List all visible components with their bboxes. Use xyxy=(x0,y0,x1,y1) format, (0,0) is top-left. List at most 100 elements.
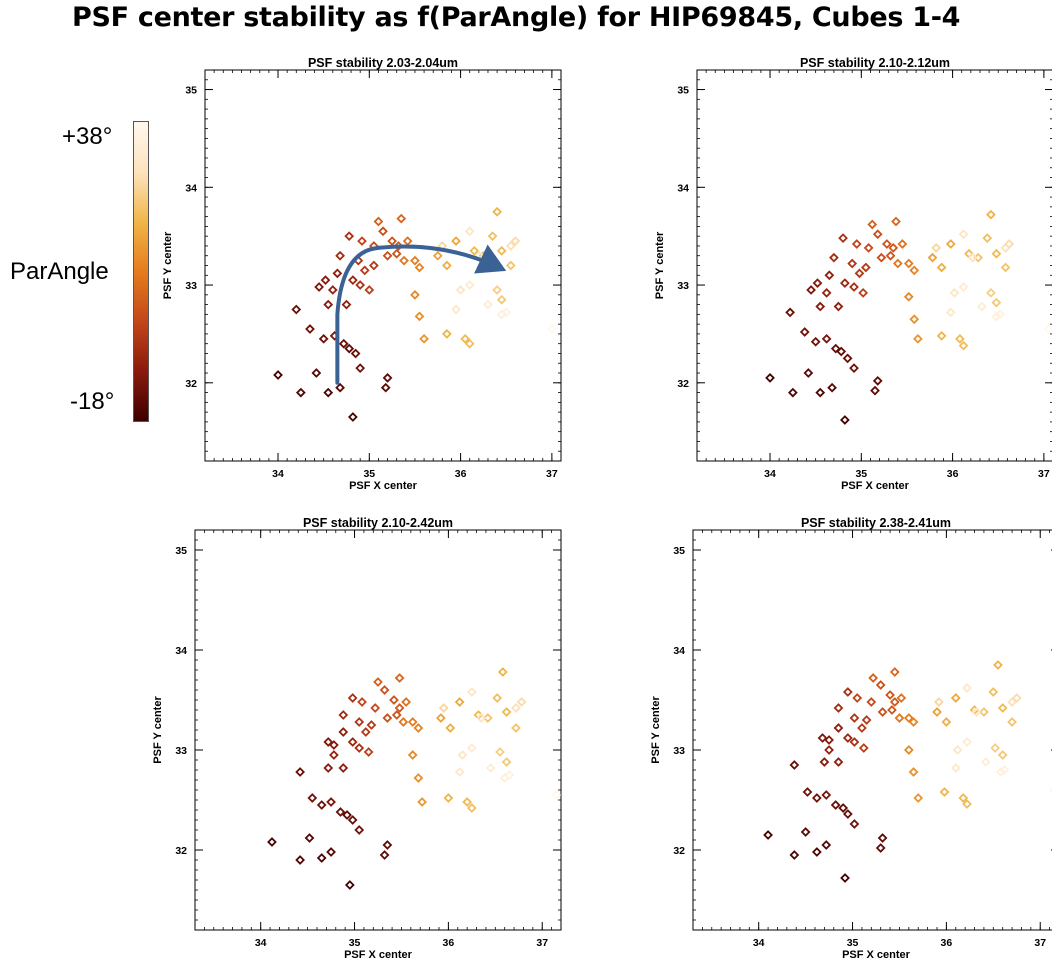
data-point xyxy=(391,248,402,259)
data-point xyxy=(999,765,1010,775)
data-point xyxy=(329,740,339,750)
data-point xyxy=(840,873,850,883)
data-point xyxy=(847,258,858,269)
data-point xyxy=(402,236,413,246)
data-point xyxy=(903,291,914,302)
data-point xyxy=(344,343,355,354)
data-point xyxy=(368,260,379,271)
data-point xyxy=(464,280,475,290)
data-point xyxy=(840,278,850,288)
data-point xyxy=(950,693,961,703)
data-point xyxy=(945,307,956,318)
data-point xyxy=(868,673,879,683)
data-point xyxy=(872,229,883,240)
data-point xyxy=(993,660,1003,670)
data-point xyxy=(838,233,848,244)
data-point xyxy=(476,713,487,723)
data-point xyxy=(504,770,515,780)
data-point xyxy=(908,767,919,777)
data-point xyxy=(812,847,822,857)
data-point xyxy=(881,239,892,249)
data-point xyxy=(357,236,367,246)
data-point xyxy=(314,282,324,292)
data-point xyxy=(1000,262,1011,273)
data-point xyxy=(347,693,358,703)
x-tick-label: 34 xyxy=(255,937,267,949)
data-point xyxy=(967,252,978,263)
x-axis-label: PSF X center xyxy=(344,949,413,961)
data-point xyxy=(291,304,302,315)
data-point xyxy=(1007,717,1017,727)
x-tick-label: 35 xyxy=(847,937,859,949)
x-tick-label: 34 xyxy=(753,937,765,949)
data-point xyxy=(379,850,390,860)
data-point xyxy=(851,239,862,249)
data-point xyxy=(380,382,391,393)
data-point xyxy=(949,287,960,298)
data-point xyxy=(990,743,1001,753)
data-point xyxy=(546,324,557,334)
data-point xyxy=(887,705,897,715)
data-point xyxy=(903,713,914,723)
data-point xyxy=(492,285,502,295)
data-point xyxy=(307,793,318,803)
data-point xyxy=(318,333,329,344)
data-point xyxy=(849,713,860,723)
data-point xyxy=(501,307,512,318)
y-axis-label: PSF Y center xyxy=(650,696,662,764)
data-point xyxy=(419,333,429,344)
data-point xyxy=(833,703,844,713)
data-point xyxy=(986,287,996,298)
data-point xyxy=(976,301,987,312)
data-point xyxy=(789,850,800,860)
data-point xyxy=(323,387,334,398)
data-point xyxy=(894,713,905,723)
data-point xyxy=(962,683,972,693)
data-point xyxy=(354,825,365,835)
data-point xyxy=(802,787,813,797)
data-point xyxy=(866,697,877,707)
data-point xyxy=(812,278,823,288)
data-point xyxy=(842,809,853,819)
data-point xyxy=(389,695,399,705)
data-point xyxy=(877,833,888,843)
data-point xyxy=(304,833,315,843)
data-point xyxy=(833,723,844,733)
data-point xyxy=(414,262,425,273)
data-point xyxy=(931,243,942,253)
data-point xyxy=(335,382,345,393)
x-tick-label: 36 xyxy=(947,468,959,480)
data-point xyxy=(432,250,443,261)
data-point xyxy=(382,840,393,850)
data-point xyxy=(407,717,418,727)
data-point xyxy=(487,231,498,242)
data-point xyxy=(332,268,343,279)
data-point xyxy=(501,757,512,767)
data-point xyxy=(875,680,886,690)
data-point xyxy=(982,233,993,244)
panel-title: PSF stability 2.10-2.42um xyxy=(303,516,453,530)
data-point xyxy=(889,667,900,677)
data-point xyxy=(410,255,420,266)
data-point xyxy=(454,697,465,707)
data-point xyxy=(833,757,844,767)
data-point xyxy=(341,299,352,310)
data-point xyxy=(765,373,775,383)
data-point xyxy=(1043,324,1052,334)
y-tick-label: 35 xyxy=(673,545,685,557)
data-points xyxy=(763,660,1052,883)
data-point xyxy=(445,723,456,733)
data-point xyxy=(849,282,859,292)
data-point xyxy=(824,270,835,281)
data-point xyxy=(958,793,969,803)
data-point xyxy=(398,717,409,727)
y-tick-label: 35 xyxy=(185,85,197,97)
data-point xyxy=(373,677,383,687)
data-point xyxy=(370,703,381,713)
data-point xyxy=(849,819,860,829)
data-point xyxy=(806,285,816,295)
data-point xyxy=(311,368,322,378)
data-point xyxy=(821,790,832,800)
data-point xyxy=(387,236,398,246)
data-point xyxy=(451,236,461,246)
